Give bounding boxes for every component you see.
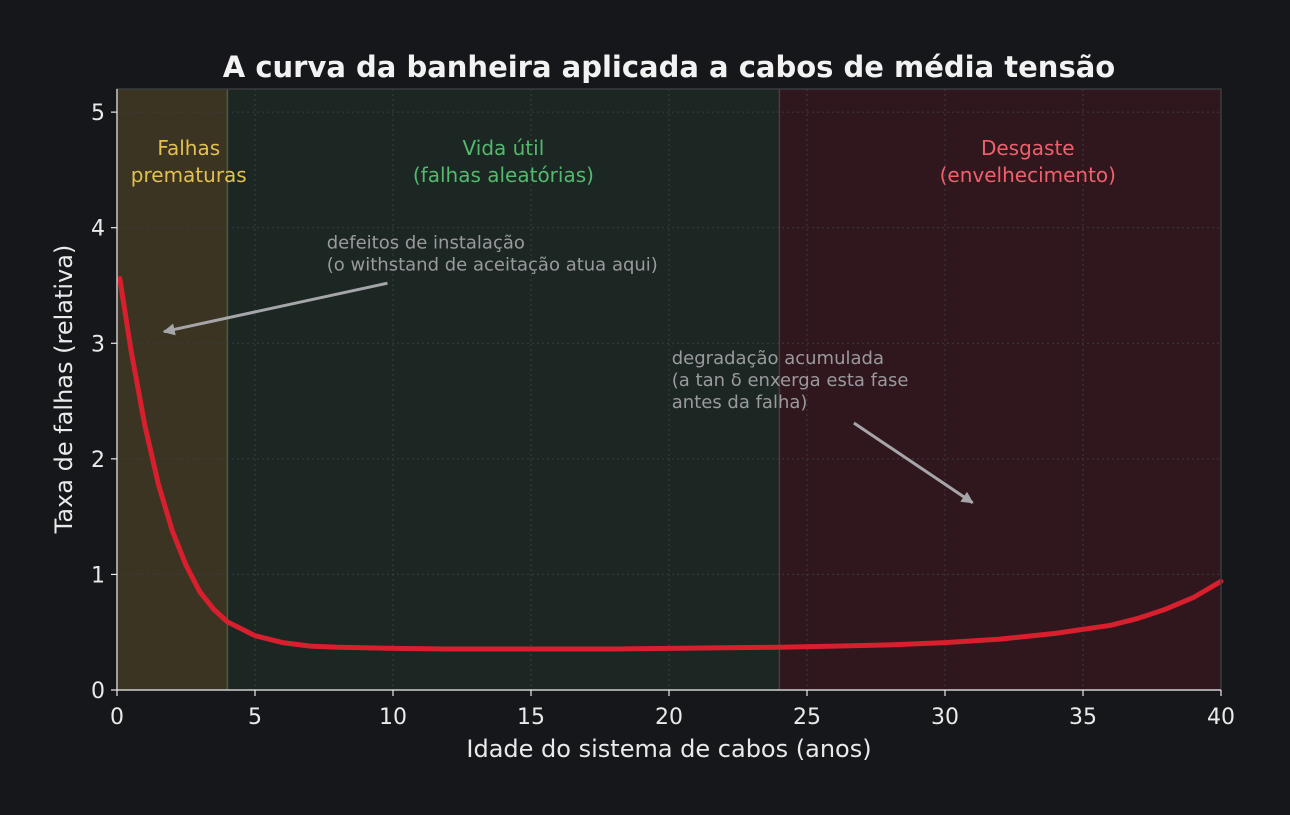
phase-region [227,89,780,690]
y-tick-label: 4 [91,217,105,242]
phase-label-line: Vida útil [463,136,545,160]
x-tick-label: 5 [248,705,262,730]
phase-region [117,89,228,690]
series-layer [117,276,1224,652]
annotation-line: degradação acumulada [672,348,884,369]
y-tick-label: 5 [91,101,105,126]
phase-label: Desgaste (envelhecimento) [940,136,1116,187]
phase-label-line: (falhas aleatórias) [413,163,594,187]
x-tick-label: 40 [1207,705,1235,730]
phase-label-line: prematuras [131,163,247,187]
phase-label: Falhas prematuras [131,136,247,187]
x-tick-label: 25 [793,705,821,730]
annotation-line: defeitos de instalação [327,232,525,253]
x-tick-label: 20 [655,705,683,730]
axes: 0 5 10 15 20 25 30 35 40 0 1 2 3 4 5 [91,88,1235,730]
phase-region [779,89,1221,690]
x-axis-label: Idade do sistema de cabos (anos) [466,735,871,763]
phase-label: Vida útil (falhas aleatórias) [413,136,594,187]
annotation-arrow [853,421,974,505]
x-tick-label: 10 [379,705,407,730]
annotation-text: defeitos de instalação (o withstand de ac… [327,232,658,275]
y-tick-label: 2 [91,448,105,473]
chart-title: A curva da banheira aplicada a cabos de … [223,50,1115,84]
phase-label-line: Falhas [157,136,220,160]
y-axis-label: Taxa de falhas (relativa) [50,245,78,535]
failure-rate-curve [117,276,1224,652]
x-tick-label: 30 [931,705,959,730]
y-tick-label: 0 [91,679,105,704]
x-tick-label: 15 [517,705,545,730]
x-tick-label: 0 [110,705,124,730]
annotations: defeitos de instalação (o withstand de ac… [162,232,974,505]
phase-regions [117,89,1221,690]
annotation-line: antes da falha) [672,392,808,413]
annotation-arrow [162,281,388,336]
annotation-text: degradação acumulada (a tan δ enxerga est… [672,348,909,413]
phase-label-line: (envelhecimento) [940,163,1116,187]
x-tick-label: 35 [1069,705,1097,730]
phase-label-line: Desgaste [981,136,1075,160]
y-tick-label: 3 [91,332,105,357]
annotation-line: (a tan δ enxerga esta fase [672,370,909,391]
phase-labels: Falhas prematuras Vida útil (falhas aleatór… [131,136,1116,187]
y-tick-label: 1 [91,563,105,588]
annotation-line: (o withstand de aceitação atua aqui) [327,254,658,275]
